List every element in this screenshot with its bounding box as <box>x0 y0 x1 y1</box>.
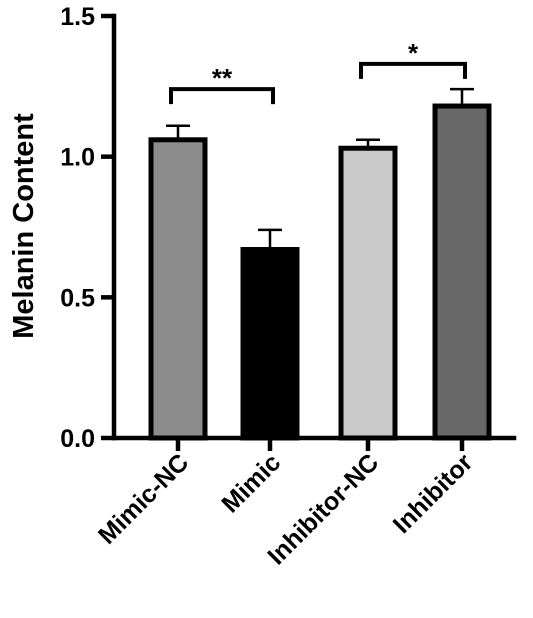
significance-bracket <box>169 87 275 105</box>
y-tick-label: 1.5 <box>60 3 95 31</box>
bar <box>240 247 300 441</box>
bars <box>148 87 492 441</box>
y-ticks: 0.0 0.5 1.0 1.5 <box>60 3 114 453</box>
error-bar <box>166 124 190 140</box>
y-axis-label: Melanin Content <box>8 113 40 339</box>
significance-label: ** <box>212 63 233 93</box>
error-bar <box>356 138 380 149</box>
error-bar <box>258 228 282 250</box>
significance-bracket <box>359 61 467 79</box>
y-tick-label: 0.5 <box>60 284 95 312</box>
error-bar <box>450 87 474 107</box>
significance-label: * <box>408 38 419 68</box>
bar <box>148 137 208 441</box>
significance-annotations: *** <box>169 38 467 105</box>
x-tick-label: Mimic-NC <box>93 448 194 549</box>
bar <box>338 145 398 441</box>
bar <box>432 103 492 441</box>
y-tick-label: 0.0 <box>60 425 95 453</box>
x-tick-label: Inhibitor <box>388 448 479 539</box>
x-tick-label: Mimic <box>216 448 286 518</box>
y-tick-label: 1.0 <box>60 144 95 172</box>
